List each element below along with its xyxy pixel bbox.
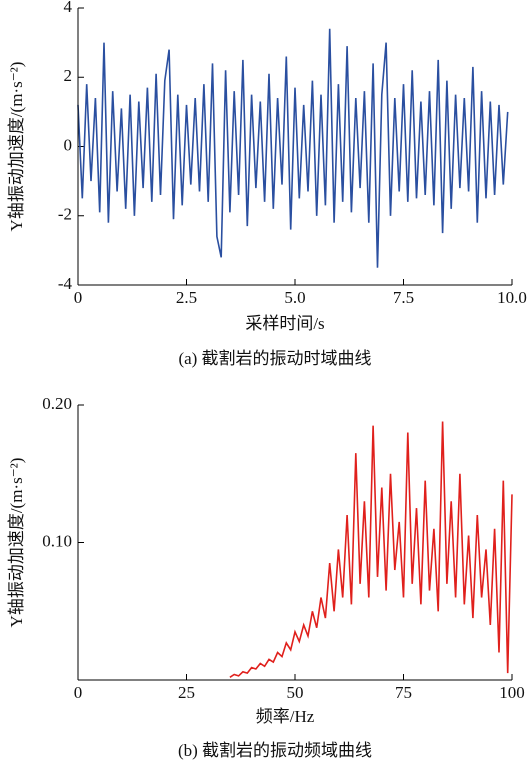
- series-line: [77, 28, 509, 268]
- x-tick-label: 5.0: [284, 288, 305, 307]
- x-axis-label: 采样时间/s: [245, 314, 324, 333]
- y-tick-label: -2: [58, 205, 72, 224]
- y-tick-label: 4: [64, 0, 73, 16]
- caption: (a) 截割岩的振动时域曲线: [178, 349, 371, 368]
- x-tick-label: 75: [395, 683, 412, 702]
- y-tick-label: -4: [58, 274, 73, 293]
- series-line: [229, 421, 513, 678]
- y-tick-label: 0: [64, 135, 73, 154]
- x-tick-label: 10.0: [497, 288, 527, 307]
- x-tick-label: 100: [499, 683, 525, 702]
- y-axis-label: Y轴振动加速度/(m·s⁻²): [7, 62, 26, 232]
- x-tick-label: 0: [74, 683, 83, 702]
- caption: (b) 截割岩的振动频域曲线: [178, 741, 372, 760]
- x-axis-label: 频率/Hz: [256, 707, 315, 726]
- x-tick-label: 50: [287, 683, 304, 702]
- y-tick-label: 2: [64, 66, 73, 85]
- x-tick-label: 0: [74, 288, 83, 307]
- x-tick-label: 7.5: [393, 288, 414, 307]
- y-tick-label: 0.20: [42, 394, 72, 413]
- y-tick-label: 0.10: [42, 531, 72, 550]
- y-axis-label: Y轴振动加速度/(m·s⁻²): [7, 458, 26, 628]
- x-tick-label: 2.5: [176, 288, 197, 307]
- x-tick-label: 25: [178, 683, 195, 702]
